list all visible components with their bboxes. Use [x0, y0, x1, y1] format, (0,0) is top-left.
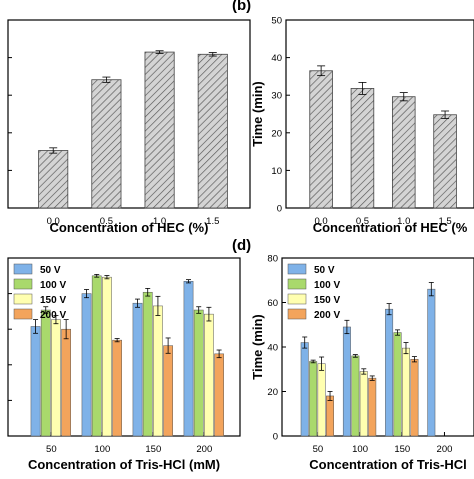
- x-tick-label: 100: [352, 444, 368, 455]
- x-tick-label: 0.5: [356, 216, 369, 227]
- bar: [112, 339, 122, 437]
- bar: [351, 355, 360, 437]
- x-axis-title: Concentration of HEC (%): [50, 220, 209, 235]
- bar: [91, 275, 102, 437]
- plot-frame: [7, 257, 241, 437]
- x-tick-label: 200: [196, 444, 212, 455]
- bar: [300, 342, 309, 437]
- legend-swatch: [287, 293, 307, 305]
- x-tick-label: 1.5: [206, 216, 219, 227]
- bar: [427, 288, 436, 437]
- x-tick-label: 150: [145, 444, 161, 455]
- legend-label: 100 V: [40, 280, 66, 291]
- bar: [214, 353, 224, 437]
- bar: [433, 114, 457, 209]
- bar: [402, 347, 410, 437]
- y-tick-label: 0: [273, 432, 278, 443]
- x-axis-title: Concentration of HEC (%: [313, 220, 468, 235]
- bar: [350, 88, 375, 209]
- x-tick-label: 0.5: [100, 216, 113, 227]
- bar: [385, 308, 394, 437]
- y-tick-label: 80: [267, 254, 278, 265]
- y-axis-title: Time (min): [250, 314, 265, 380]
- x-tick-label: 100: [94, 444, 110, 455]
- x-tick-label: 0.0: [47, 216, 60, 227]
- legend-label: 150 V: [40, 295, 66, 306]
- y-tick-label: 40: [267, 343, 278, 354]
- legend-swatch: [13, 263, 33, 275]
- x-tick-label: 200: [437, 444, 453, 455]
- y-tick-label: 60: [267, 298, 278, 309]
- x-tick-label: 50: [46, 444, 57, 455]
- y-tick-label: 50: [271, 16, 282, 27]
- bar: [183, 281, 194, 437]
- x-tick-label: 50: [313, 444, 324, 455]
- bar: [30, 326, 41, 437]
- bar: [368, 377, 377, 437]
- bar: [393, 332, 402, 437]
- bar: [102, 276, 112, 437]
- legend-swatch: [13, 308, 33, 320]
- legend-label: 200 V: [40, 310, 66, 321]
- legend-label: 200 V: [314, 310, 340, 321]
- panel-c: 50 100 150 200 50 V 100 V 150 V 200 V Concentrat…: [7, 257, 241, 472]
- bar: [38, 150, 69, 209]
- bar: [193, 309, 204, 437]
- y-axis-title: Time (min): [250, 81, 265, 147]
- bar: [359, 371, 368, 437]
- bar: [142, 291, 153, 437]
- legend-swatch: [287, 308, 307, 320]
- x-axis-title: Concentration of Tris-HCl (mM): [28, 457, 220, 472]
- y-tick-label: 10: [271, 166, 282, 177]
- bar: [51, 319, 61, 437]
- bar: [163, 345, 173, 437]
- bar: [410, 358, 419, 437]
- x-tick-label: 1.0: [397, 216, 410, 227]
- bar: [391, 96, 416, 209]
- x-tick-label: 1.0: [153, 216, 166, 227]
- legend-label: 150 V: [314, 295, 340, 306]
- y-tick-label: 0: [277, 204, 282, 215]
- legend-label: 50 V: [314, 265, 335, 276]
- x-tick-label: 150: [394, 444, 410, 455]
- bar: [91, 79, 122, 209]
- bar: [40, 309, 51, 437]
- plot-frame: [7, 19, 251, 209]
- legend-swatch: [13, 293, 33, 305]
- x-tick-label: 0.0: [315, 216, 328, 227]
- panel-label: (d): [232, 237, 251, 254]
- bar: [309, 361, 318, 437]
- bar: [132, 302, 143, 437]
- bar: [153, 305, 163, 437]
- panel-d: 0 20 40 60 80 50 100 150 200 50 V 100 V 150 V 200 V C…: [232, 237, 474, 472]
- bar: [61, 328, 71, 437]
- y-tick-label: 20: [267, 387, 278, 398]
- y-tick-label: 40: [271, 53, 282, 64]
- panel-label: (b): [232, 0, 251, 14]
- bar: [317, 363, 326, 437]
- y-tick-label: 30: [271, 91, 282, 102]
- legend-swatch: [287, 263, 307, 275]
- plot-frame: [285, 19, 474, 209]
- bar: [326, 395, 334, 437]
- legend-label: 50 V: [40, 265, 61, 276]
- x-axis-title: Concentration of Tris-HCl: [309, 457, 466, 472]
- bar: [342, 326, 351, 437]
- legend-swatch: [287, 278, 307, 290]
- legend-label: 100 V: [314, 280, 340, 291]
- y-tick-label: 20: [271, 128, 282, 139]
- bar: [197, 53, 228, 209]
- legend-swatch: [13, 278, 33, 290]
- bar: [144, 51, 175, 209]
- x-tick-label: 1.5: [438, 216, 451, 227]
- bar: [309, 70, 333, 209]
- bar: [81, 293, 92, 437]
- bar: [204, 313, 214, 437]
